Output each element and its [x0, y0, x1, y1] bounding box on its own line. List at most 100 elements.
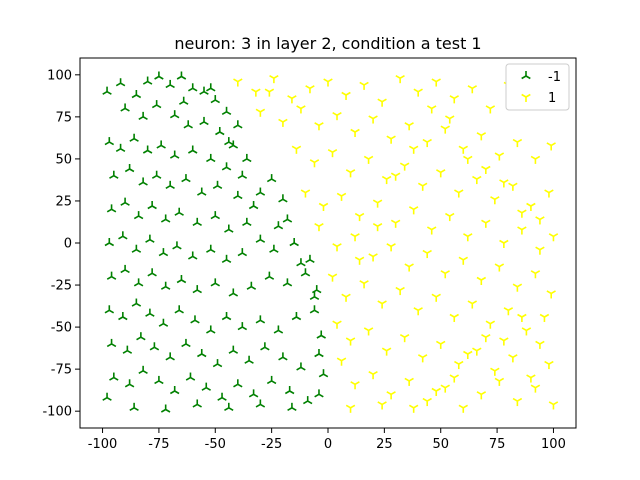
- x-tick-label: -100: [88, 437, 118, 452]
- point-series-1-67: [350, 233, 360, 242]
- point-series-0-82: [131, 298, 142, 307]
- point-series-0-60: [106, 271, 117, 280]
- point-series-0-89: [237, 322, 248, 331]
- point-series-1-8: [377, 98, 387, 107]
- point-series-0-42: [133, 211, 144, 220]
- point-series-0-133: [282, 214, 293, 223]
- point-series-0-85: [174, 305, 184, 314]
- point-series-0-41: [120, 197, 130, 206]
- point-series-0-120: [302, 396, 313, 405]
- point-series-0-39: [248, 201, 259, 210]
- point-series-0-26: [187, 145, 198, 154]
- point-series-1-73: [458, 256, 469, 265]
- point-series-0-77: [273, 221, 284, 230]
- point-series-1-46: [490, 196, 500, 205]
- point-series-0-127: [287, 402, 297, 412]
- point-series-0-108: [109, 372, 119, 381]
- point-series-1-39: [363, 155, 374, 164]
- point-series-0-0: [102, 86, 112, 95]
- point-series-1-25: [386, 135, 396, 144]
- point-series-0-59: [237, 248, 248, 257]
- point-series-0-100: [197, 349, 207, 358]
- point-series-0-66: [192, 285, 202, 294]
- point-series-0-94: [106, 338, 117, 348]
- point-series-1-102: [508, 354, 518, 363]
- y-axis: -100 -75 -50 -25 0 25 50 75 100: [42, 68, 80, 420]
- point-series-0-51: [118, 231, 128, 240]
- point-series-0-35: [181, 174, 191, 183]
- point-series-0-48: [224, 224, 234, 233]
- legend-marker-1: [521, 93, 531, 102]
- point-series-0-90: [255, 315, 266, 324]
- point-series-1-81: [359, 280, 369, 289]
- point-series-1-31: [494, 152, 505, 161]
- legend-box: [505, 63, 570, 111]
- point-series-0-95: [122, 345, 133, 354]
- point-series-1-34: [546, 142, 556, 151]
- point-series-0-27: [206, 153, 216, 163]
- point-series-0-2: [131, 90, 142, 99]
- point-series-1-119: [377, 401, 387, 410]
- point-series-0-104: [260, 342, 270, 351]
- point-series-0-37: [212, 180, 223, 190]
- point-series-0-137: [224, 137, 234, 146]
- point-series-0-74: [255, 187, 266, 196]
- chart-title: neuron: 3 in layer 2, condition a test 1: [174, 34, 481, 53]
- point-series-0-3: [142, 76, 153, 85]
- legend-label-0: -1: [548, 70, 561, 85]
- point-series-1-65: [314, 222, 324, 232]
- point-series-1-48: [526, 202, 536, 211]
- point-series-1-78: [546, 290, 556, 299]
- point-series-0-5: [165, 79, 175, 89]
- point-series-1-88: [485, 320, 496, 329]
- point-series-0-9: [210, 95, 221, 104]
- point-series-1-27: [422, 138, 432, 148]
- point-series-0-112: [169, 386, 180, 395]
- plot-frame: [79, 57, 577, 429]
- point-series-0-56: [187, 251, 198, 260]
- y-tick-label: 75: [55, 110, 72, 125]
- point-series-0-19: [228, 140, 239, 149]
- point-series-0-28: [221, 162, 232, 171]
- point-series-1-104: [544, 360, 554, 370]
- point-series-1-32: [512, 138, 523, 148]
- point-series-1-98: [435, 340, 446, 349]
- point-series-0-78: [289, 238, 299, 247]
- point-series-1-18: [255, 108, 266, 117]
- point-series-1-36: [309, 159, 320, 168]
- point-series-0-138: [206, 83, 216, 92]
- point-series-0-123: [160, 404, 171, 413]
- point-series-0-130: [316, 330, 326, 339]
- point-series-1-116: [530, 384, 541, 393]
- x-tick-label: 25: [376, 437, 393, 452]
- point-series-0-32: [138, 177, 148, 186]
- point-series-0-111: [154, 375, 164, 385]
- point-series-1-52: [336, 192, 347, 201]
- point-series-0-70: [264, 271, 275, 280]
- point-series-1-95: [381, 347, 392, 356]
- point-series-0-81: [118, 312, 128, 321]
- point-series-0-122: [129, 402, 139, 412]
- point-series-1-29: [458, 145, 469, 154]
- point-series-1-74: [476, 276, 487, 285]
- y-tick-label: 0: [64, 237, 72, 252]
- point-series-1-137: [517, 209, 527, 218]
- point-series-0-16: [183, 120, 193, 129]
- point-series-1-92: [332, 320, 342, 329]
- point-series-1-6: [341, 91, 351, 100]
- point-series-1-7: [359, 81, 369, 90]
- point-series-1-71: [422, 249, 432, 259]
- point-series-0-103: [244, 355, 254, 364]
- point-series-0-22: [129, 133, 139, 142]
- x-tick-label: 0: [324, 437, 332, 452]
- point-series-1-1: [251, 88, 261, 97]
- point-series-1-129: [372, 222, 383, 232]
- point-series-0-115: [217, 392, 227, 401]
- point-series-1-97: [417, 354, 428, 363]
- point-series-1-59: [463, 233, 473, 242]
- point-series-0-135: [255, 234, 266, 243]
- point-series-1-134: [463, 155, 473, 164]
- point-series-0-107: [314, 349, 324, 358]
- point-series-1-53: [354, 212, 365, 222]
- point-series-0-12: [120, 103, 130, 112]
